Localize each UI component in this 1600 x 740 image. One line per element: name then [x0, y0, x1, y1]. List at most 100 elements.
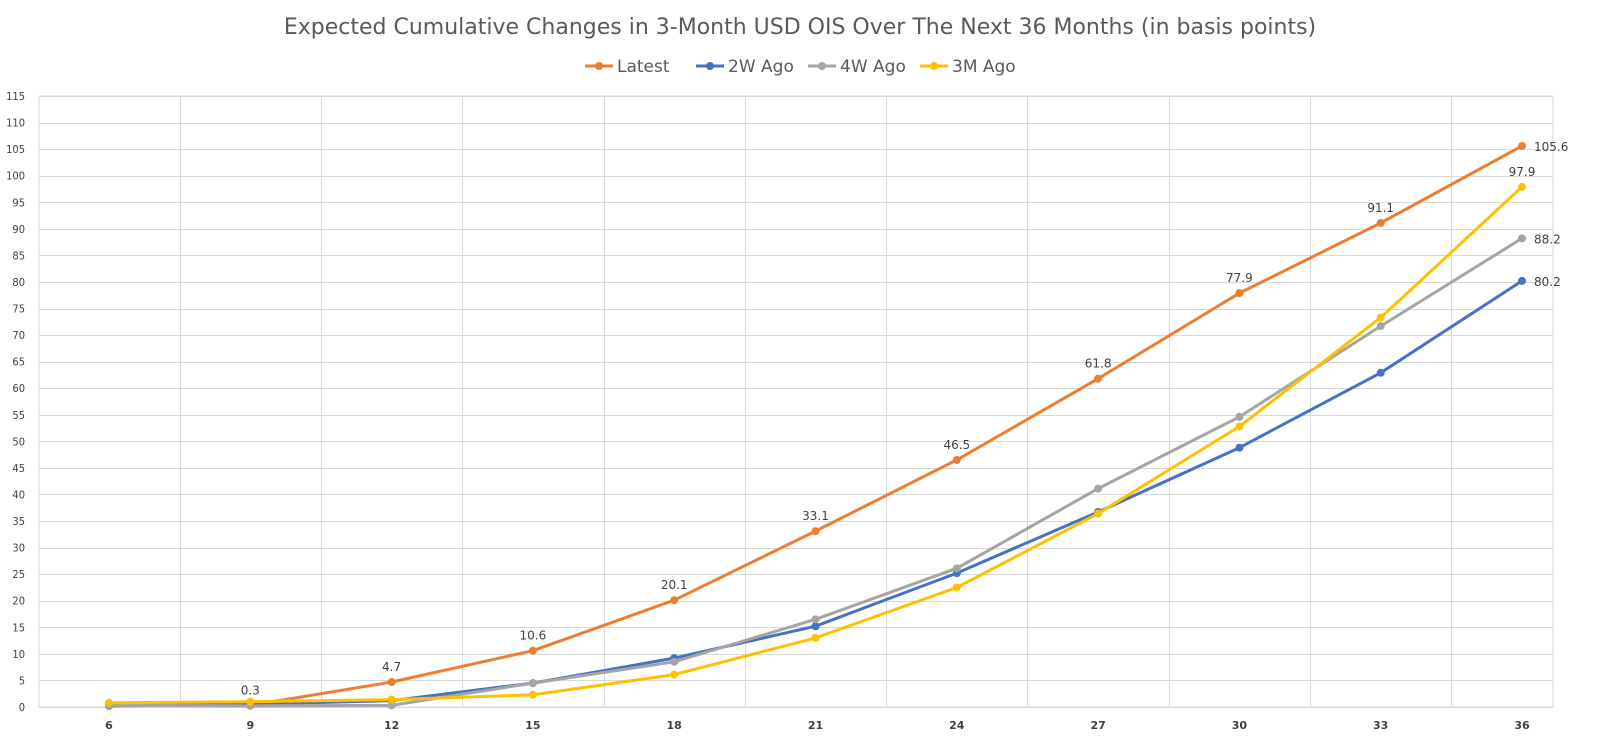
- data-point: [246, 697, 255, 706]
- y-tick-label: 75: [12, 303, 25, 316]
- y-tick-label: 45: [12, 462, 25, 475]
- y-tick-label: 110: [6, 117, 25, 130]
- y-tick-label: 25: [12, 568, 25, 581]
- y-tick-label: 15: [12, 621, 25, 634]
- x-tick-label: 33: [1373, 719, 1388, 732]
- data-point: [1376, 313, 1385, 322]
- x-tick-label: 27: [1090, 719, 1105, 732]
- data-point: [387, 678, 396, 687]
- series-3m-ago: 97.9: [105, 165, 1535, 707]
- y-tick-label: 5: [19, 674, 25, 687]
- data-label: 61.8: [1085, 357, 1112, 371]
- data-point: [811, 527, 820, 536]
- data-label: 33.1: [802, 509, 829, 523]
- y-tick-label: 115: [6, 90, 25, 103]
- data-point: [1094, 484, 1103, 493]
- data-point: [670, 657, 679, 666]
- legend-label: Latest: [617, 57, 670, 77]
- x-tick-label: 15: [525, 719, 540, 732]
- data-point: [670, 670, 679, 679]
- data-label: 0.3: [241, 683, 260, 697]
- x-tick-label: 30: [1232, 719, 1248, 732]
- legend-swatch-marker: [595, 62, 603, 70]
- x-tick-label: 9: [246, 719, 254, 732]
- legend-label: 4W Ago: [840, 57, 906, 77]
- data-point: [105, 698, 113, 707]
- data-label: 91.1: [1367, 201, 1394, 215]
- data-point: [1235, 412, 1244, 421]
- y-tick-label: 30: [12, 542, 25, 555]
- x-tick-label: 12: [384, 719, 399, 732]
- data-label: 88.2: [1534, 232, 1561, 246]
- x-axis: 6 9 12 15 18 21 24 27 30 33 36: [105, 719, 1530, 732]
- chart-grid: [38, 95, 1554, 708]
- legend-swatch-marker: [930, 62, 938, 70]
- data-point: [1094, 509, 1103, 518]
- y-tick-label: 50: [12, 435, 25, 448]
- x-tick-label: 18: [667, 719, 682, 732]
- y-tick-label: 35: [12, 515, 25, 528]
- y-tick-label: 55: [12, 409, 25, 422]
- data-point: [952, 564, 961, 573]
- legend-item: Latest: [585, 57, 670, 77]
- data-label: 97.9: [1509, 165, 1536, 179]
- data-point: [528, 679, 537, 688]
- y-tick-label: 10: [12, 648, 25, 661]
- data-point: [528, 690, 537, 699]
- y-tick-label: 70: [12, 329, 25, 342]
- data-point: [811, 615, 820, 624]
- legend-item: 2W Ago: [696, 57, 794, 77]
- data-label: 80.2: [1534, 275, 1561, 289]
- chart-series: 0.3 4.7 10.6 20.1 33.1 46.5 61.8 77.9 91.1 105.6 8…: [105, 140, 1568, 710]
- x-tick-label: 21: [808, 719, 823, 732]
- data-point: [1518, 234, 1526, 243]
- data-label: 4.7: [382, 660, 401, 674]
- y-tick-label: 95: [12, 196, 25, 209]
- data-label: 46.5: [943, 438, 970, 452]
- data-point: [952, 583, 961, 592]
- y-tick-label: 80: [12, 276, 25, 289]
- data-point: [952, 455, 961, 464]
- chart-legend: Latest 2W Ago 4W Ago 3M Ago: [585, 57, 1016, 77]
- legend-item: 3M Ago: [920, 57, 1016, 77]
- y-tick-label: 85: [12, 249, 25, 262]
- data-point: [528, 646, 537, 655]
- data-point: [1518, 276, 1526, 285]
- chart-title: Expected Cumulative Changes in 3-Month U…: [284, 15, 1316, 40]
- data-point: [387, 695, 396, 704]
- data-point: [1235, 289, 1244, 298]
- y-tick-label: 0: [19, 701, 25, 714]
- y-tick-label: 65: [12, 356, 25, 369]
- data-point: [670, 596, 679, 605]
- y-tick-label: 100: [6, 170, 25, 183]
- legend-swatch-marker: [818, 62, 826, 70]
- y-tick-label: 105: [6, 143, 25, 156]
- data-point: [1094, 374, 1103, 383]
- x-tick-label: 6: [105, 719, 113, 732]
- data-point: [1376, 218, 1385, 227]
- data-label: 105.6: [1534, 140, 1568, 154]
- legend-label: 2W Ago: [728, 57, 794, 77]
- series-2w-ago: 80.2: [105, 275, 1561, 710]
- legend-swatch-marker: [706, 62, 714, 70]
- data-point: [1518, 182, 1526, 191]
- x-tick-label: 24: [949, 719, 965, 732]
- legend-label: 3M Ago: [952, 57, 1016, 77]
- data-point: [1376, 368, 1385, 377]
- data-point: [811, 622, 820, 631]
- x-tick-label: 36: [1514, 719, 1530, 732]
- y-tick-label: 20: [12, 595, 25, 608]
- y-tick-label: 40: [12, 488, 25, 501]
- series-latest: 0.3 4.7 10.6 20.1 33.1 46.5 61.8 77.9 91.1 105.6: [105, 140, 1568, 710]
- data-point: [1235, 443, 1244, 452]
- legend-item: 4W Ago: [808, 57, 906, 77]
- data-label: 20.1: [661, 578, 688, 592]
- data-point: [1518, 141, 1526, 150]
- y-axis: 0 5 10 15 20 25 30 35 40 45 50 55 60 65 70 75 80 85 90 95 10…: [6, 90, 25, 714]
- series-4w-ago: 88.2: [105, 232, 1561, 710]
- data-point: [1235, 422, 1244, 431]
- data-point: [811, 633, 820, 642]
- data-point: [387, 701, 396, 710]
- y-tick-label: 60: [12, 382, 25, 395]
